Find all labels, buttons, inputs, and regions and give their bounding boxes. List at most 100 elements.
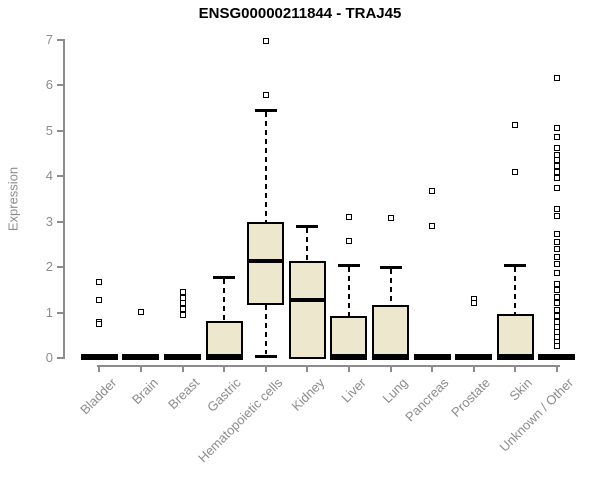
upper-whisker-cap [504, 264, 527, 268]
x-category-label: Brain [128, 375, 161, 408]
outlier-point [553, 306, 560, 313]
outlier-point [553, 185, 560, 192]
outlier-point [553, 238, 560, 245]
x-axis-tick [389, 366, 392, 372]
outlier-point [553, 253, 560, 260]
outlier-point [470, 300, 477, 307]
upper-whisker [223, 278, 226, 321]
median-line [288, 297, 326, 302]
median-line [496, 354, 534, 359]
outlier-point [553, 133, 560, 140]
x-axis-tick [264, 366, 267, 372]
x-axis-tick [514, 366, 517, 372]
median-line [372, 353, 409, 358]
upper-whisker [514, 267, 517, 314]
y-tick-label: 6 [45, 77, 53, 93]
outlier-point [96, 297, 103, 304]
outlier-point [262, 92, 269, 99]
y-axis-tick [57, 311, 64, 314]
median-line [205, 354, 243, 359]
lower-whisker [264, 304, 267, 354]
x-category-label: Bladder [76, 375, 119, 418]
outlier-point [553, 125, 560, 132]
y-tick-label: 4 [45, 168, 53, 184]
x-category-label: Skin [506, 375, 535, 404]
outlier-point [553, 299, 560, 306]
y-tick-label: 2 [45, 259, 53, 275]
outlier-point [553, 213, 560, 220]
x-axis-tick [555, 366, 558, 372]
x-axis-tick [306, 366, 309, 372]
x-category-label: Gastric [203, 375, 244, 415]
median-line [455, 355, 493, 360]
outlier-point [553, 174, 560, 181]
box [247, 221, 285, 305]
x-category-label: Breast [164, 375, 203, 413]
median-line [330, 354, 368, 359]
y-tick-label: 0 [45, 350, 53, 365]
outlier-point [553, 269, 560, 276]
box [205, 320, 243, 360]
outlier-point [262, 38, 269, 45]
y-axis-tick [57, 220, 64, 223]
outlier-point [553, 157, 560, 164]
y-axis-tick [57, 38, 64, 41]
box [372, 304, 409, 360]
x-category-label: Kidney [288, 375, 327, 414]
box [330, 316, 368, 360]
x-axis-line [97, 365, 560, 367]
median-line [538, 355, 576, 360]
y-axis-tick [57, 357, 64, 359]
y-tick-label: 3 [45, 213, 53, 229]
outlier-point [553, 74, 560, 81]
box [288, 260, 326, 359]
upper-whisker [389, 269, 392, 305]
upper-whisker-cap [213, 275, 236, 279]
x-axis-tick [472, 366, 475, 372]
y-tick-label: 5 [45, 122, 53, 138]
outlier-point [553, 231, 560, 238]
outlier-point [553, 144, 560, 151]
outlier-point [553, 287, 560, 294]
upper-whisker [264, 112, 267, 222]
upper-whisker [347, 267, 350, 317]
outlier-point [179, 305, 186, 312]
outlier-point [553, 281, 560, 288]
outlier-point [345, 238, 352, 245]
chart-title: ENSG00000211844 - TRAJ45 [198, 5, 402, 22]
outlier-point [137, 308, 144, 315]
outlier-point [179, 311, 186, 318]
outlier-point [553, 168, 560, 175]
x-axis-tick [98, 366, 101, 372]
box [496, 313, 534, 360]
outlier-point [96, 278, 103, 285]
outlier-point [345, 214, 352, 221]
outlier-point [96, 321, 103, 328]
median-line [122, 355, 160, 360]
y-axis-tick [57, 129, 64, 132]
y-axis-tick [57, 266, 64, 269]
upper-whisker-cap [254, 109, 277, 113]
outlier-point [179, 289, 186, 296]
median-line [247, 259, 285, 264]
x-axis-tick [223, 366, 226, 372]
upper-whisker-cap [337, 264, 360, 268]
y-axis-tick [57, 84, 64, 87]
x-axis-tick [431, 366, 434, 372]
outlier-point [387, 215, 394, 222]
y-tick-label: 7 [45, 31, 53, 47]
outlier-point [553, 293, 560, 300]
outlier-point [512, 122, 519, 129]
y-axis-label: Expression [5, 166, 21, 232]
x-category-label: Prostate [448, 375, 494, 420]
y-axis-line [63, 39, 65, 359]
x-axis-tick [139, 366, 142, 372]
outlier-point [512, 168, 519, 175]
upper-whisker [306, 228, 309, 261]
x-axis-tick [347, 366, 350, 372]
y-axis-tick [57, 175, 64, 178]
x-category-label: Pancreas [402, 375, 452, 425]
outlier-point [553, 343, 560, 350]
upper-whisker-cap [379, 266, 402, 270]
